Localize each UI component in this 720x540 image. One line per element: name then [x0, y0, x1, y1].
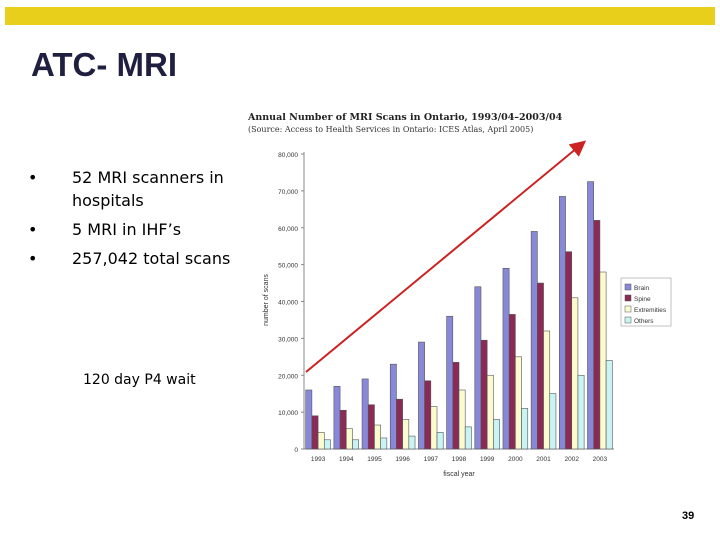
- x-tick-label: 1996: [395, 456, 410, 463]
- y-axis-label: number of scans: [263, 274, 270, 326]
- x-tick-label: 2002: [564, 456, 579, 463]
- bar-extremities-1993: [317, 432, 325, 450]
- x-axis-label: fiscal year: [443, 471, 475, 478]
- bullet-marker: •: [28, 220, 38, 239]
- x-tick-label: 1998: [452, 456, 467, 463]
- bar-others-1996: [408, 435, 416, 450]
- bar-brain-1998: [446, 315, 454, 450]
- bar-spine-1993: [311, 415, 319, 450]
- bar-others-1997: [436, 432, 444, 450]
- bar-brain-2003: [587, 181, 595, 450]
- legend-label-extremities: Extremities: [634, 307, 667, 314]
- bullet-text: 5 MRI in IHF’s: [72, 220, 182, 239]
- bullet-item: • 5 MRI in IHF’s: [28, 218, 258, 241]
- y-tick-label: 40,000: [278, 300, 298, 307]
- bar-brain-2000: [502, 268, 510, 450]
- bar-extremities-1995: [374, 424, 381, 450]
- y-tick-label: 60,000: [278, 226, 298, 233]
- legend-swatch-spine: [624, 294, 632, 302]
- x-tick-label: 2003: [593, 456, 608, 463]
- bar-spine-1999: [480, 339, 488, 450]
- x-tick-label: 2001: [536, 456, 551, 463]
- bullet-marker: •: [28, 168, 38, 187]
- bullet-item: • 52 MRI scanners in hospitals: [28, 166, 258, 212]
- bar-extremities-1998: [458, 389, 466, 450]
- bar-extremities-1994: [345, 428, 353, 450]
- y-tick-label: 10,000: [278, 410, 298, 417]
- x-tick-label: 1999: [480, 456, 495, 463]
- bullet-list: • 52 MRI scanners in hospitals • 5 MRI in…: [28, 166, 258, 276]
- bar-spine-2000: [508, 314, 516, 450]
- x-tick-label: 1997: [424, 456, 439, 463]
- bar-others-2002: [577, 374, 585, 450]
- bar-others-1999: [493, 419, 500, 450]
- bar-extremities-2002: [571, 297, 579, 450]
- legend-label-brain: Brain: [634, 285, 650, 292]
- bar-brain-1996: [389, 363, 397, 450]
- bar-spine-1997: [424, 380, 432, 450]
- x-tick-label: 2000: [508, 456, 523, 463]
- legend-label-spine: Spine: [634, 296, 651, 303]
- bullet-item: • 257,042 total scans: [28, 247, 258, 270]
- legend-swatch-brain: [624, 283, 632, 291]
- bar-spine-1996: [396, 398, 403, 450]
- bar-extremities-2001: [543, 330, 551, 450]
- bar-brain-1999: [474, 286, 482, 450]
- bar-brain-2002: [559, 196, 566, 450]
- bar-extremities-2000: [515, 356, 522, 450]
- bullet-text: 257,042 total scans: [72, 249, 231, 268]
- top-accent-band: [5, 7, 715, 25]
- bar-spine-2003: [593, 220, 601, 450]
- page-number: 39: [682, 510, 695, 522]
- bar-spine-1994: [339, 409, 347, 450]
- bar-brain-1993: [305, 389, 313, 450]
- bar-extremities-2003: [599, 271, 607, 450]
- bar-brain-1995: [361, 378, 369, 450]
- bar-spine-2001: [537, 282, 544, 450]
- legend-swatch-extremities: [624, 305, 632, 313]
- chart-title: Annual Number of MRI Scans in Ontario, 1…: [248, 112, 563, 123]
- bullet-text: 52 MRI scanners in hospitals: [72, 168, 224, 210]
- bar-others-2001: [549, 393, 557, 450]
- bar-others-1994: [352, 439, 359, 450]
- y-tick-label: 70,000: [278, 189, 298, 196]
- trend-arrow: [305, 140, 587, 373]
- x-tick-label: 1993: [311, 456, 326, 463]
- legend-swatch-others: [624, 316, 632, 324]
- slide-title: ATC- MRI: [31, 46, 178, 83]
- bar-spine-1995: [367, 404, 375, 450]
- y-tick-label: 50,000: [278, 263, 298, 270]
- x-tick-label: 1994: [339, 456, 354, 463]
- bullet-marker: •: [28, 249, 38, 268]
- x-tick-label: 1995: [367, 456, 382, 463]
- bar-brain-2001: [530, 231, 538, 450]
- bar-spine-2002: [565, 251, 573, 450]
- bar-extremities-1999: [486, 374, 494, 450]
- y-tick-label: 30,000: [278, 336, 298, 343]
- bar-extremities-1997: [430, 406, 438, 450]
- bar-others-2003: [605, 360, 613, 450]
- bar-others-1998: [464, 426, 472, 450]
- bar-others-1995: [380, 437, 388, 450]
- chart-source: (Source: Access to Health Services in On…: [248, 125, 534, 134]
- bar-others-1993: [323, 439, 331, 450]
- bar-extremities-1996: [402, 419, 410, 450]
- legend-label-others: Others: [634, 318, 654, 325]
- y-tick-label: 0: [294, 447, 298, 454]
- bar-brain-1994: [333, 386, 341, 450]
- bar-spine-1998: [452, 362, 460, 450]
- y-tick-label: 80,000: [278, 152, 298, 159]
- bar-others-2000: [521, 408, 529, 450]
- y-tick-label: 20,000: [278, 373, 298, 380]
- bar-brain-1997: [418, 341, 425, 450]
- wait-note: 120 day P4 wait: [83, 372, 196, 388]
